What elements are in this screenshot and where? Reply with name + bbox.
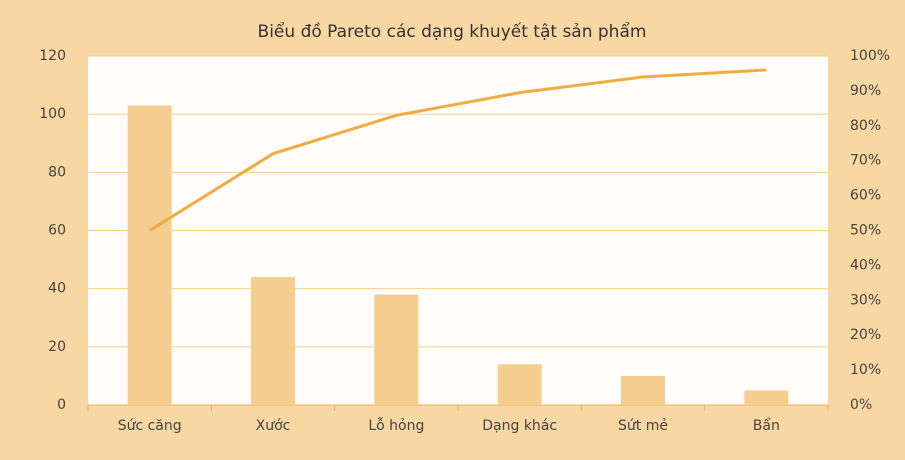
y2-tick-label: 60%	[850, 188, 881, 204]
y-tick-label: 80	[48, 164, 66, 180]
x-tick-label: Bẩn	[753, 417, 780, 434]
cumulative-line	[148, 68, 767, 232]
bar	[251, 277, 295, 405]
y2-tick-label: 50%	[850, 223, 881, 239]
bar	[497, 364, 542, 405]
bar	[621, 375, 665, 405]
y2-tick-label: 100%	[850, 48, 890, 64]
y2-tick-label: 40%	[850, 257, 881, 273]
y2-tick-label: 30%	[850, 292, 881, 308]
y2-tick-label: 20%	[850, 327, 881, 343]
x-tick-label: Lỗ hỏng	[368, 417, 424, 434]
bar	[374, 294, 419, 405]
y2-tick-label: 70%	[850, 153, 881, 169]
y2-tick-label: 80%	[850, 118, 881, 134]
y-tick-label: 100	[39, 106, 66, 122]
y2-tick-label: 10%	[850, 362, 881, 378]
y-tick-label: 120	[39, 48, 66, 64]
x-tick-label: Xước	[256, 418, 291, 434]
bar	[127, 105, 172, 406]
x-tick-label: Sức căng	[118, 418, 182, 434]
y-tick-label: 40	[48, 281, 66, 297]
chart-title: Biểu đồ Pareto các dạng khuyết tật sản p…	[258, 21, 647, 42]
y-tick-label: 0	[57, 397, 66, 413]
bar	[744, 390, 789, 405]
y-tick-label: 60	[48, 223, 66, 239]
y2-tick-label: 90%	[850, 83, 881, 99]
x-tick-label: Sứt mẻ	[618, 418, 668, 434]
x-tick-label: Dạng khác	[482, 418, 557, 434]
y2-tick-label: 0%	[850, 397, 872, 413]
y-tick-label: 20	[48, 339, 66, 355]
